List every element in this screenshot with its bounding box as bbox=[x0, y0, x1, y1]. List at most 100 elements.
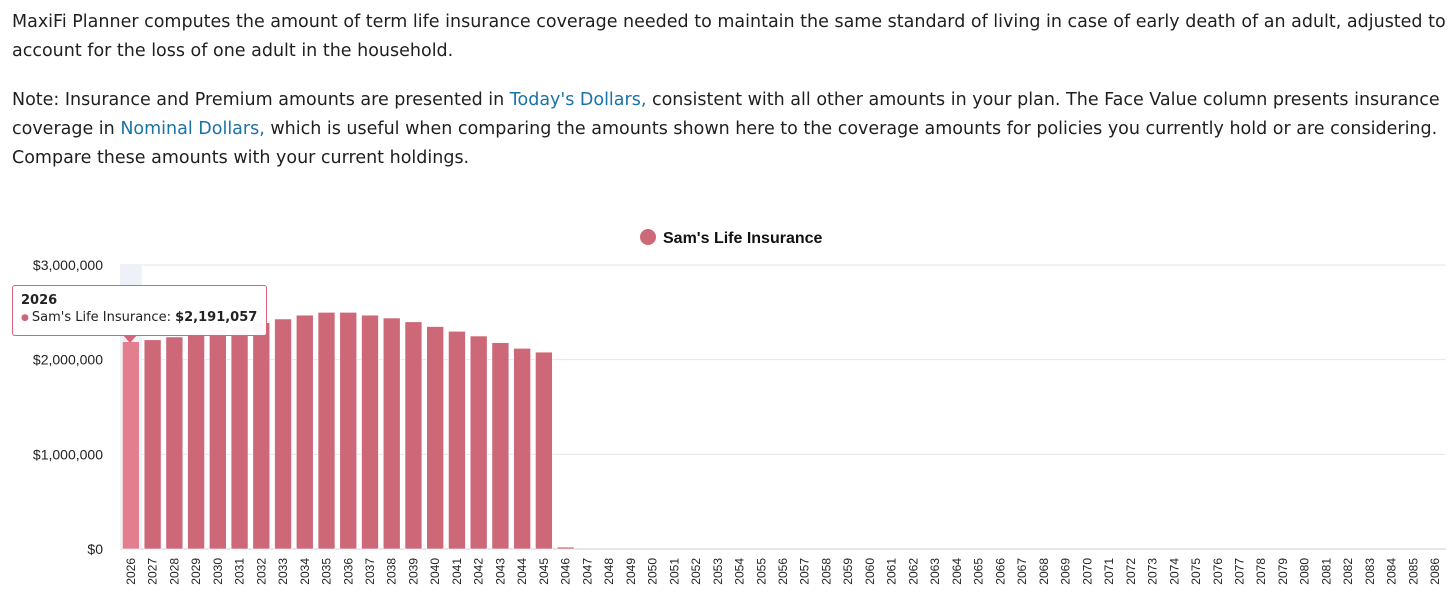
x-tick-label: 2080 bbox=[1298, 558, 1312, 585]
x-tick-label: 2053 bbox=[711, 558, 725, 585]
legend-label-sams-life-insurance[interactable]: Sam's Life Insurance bbox=[663, 230, 823, 247]
bar-2037[interactable] bbox=[361, 314, 379, 550]
x-tick-label: 2044 bbox=[515, 558, 529, 585]
bar-2027[interactable] bbox=[143, 339, 162, 550]
tooltip-year: 2026 bbox=[21, 293, 58, 308]
x-tick-label: 2067 bbox=[1015, 558, 1029, 585]
x-tick-label: 2064 bbox=[950, 558, 964, 585]
x-tick-label: 2040 bbox=[428, 558, 442, 585]
x-tick-label: 2035 bbox=[320, 558, 334, 585]
x-tick-label: 2068 bbox=[1037, 558, 1051, 585]
bar-2032[interactable] bbox=[252, 322, 271, 550]
nominal-dollars-link[interactable]: Nominal Dollars, bbox=[120, 119, 265, 139]
bar-2035[interactable] bbox=[317, 312, 336, 550]
x-tick-label: 2058 bbox=[819, 558, 833, 585]
y-tick-label: $2,000,000 bbox=[33, 352, 103, 368]
bar-2026[interactable] bbox=[122, 341, 140, 550]
bar-2043[interactable] bbox=[491, 342, 510, 550]
x-tick-label: 2066 bbox=[993, 558, 1007, 585]
x-tick-label: 2082 bbox=[1341, 558, 1355, 585]
bar-2044[interactable] bbox=[513, 348, 531, 550]
bar-2039[interactable] bbox=[404, 321, 423, 550]
x-tick-label: 2051 bbox=[667, 558, 681, 585]
tooltip-series-dot: ● bbox=[21, 312, 29, 323]
x-tick-label: 2031 bbox=[233, 558, 247, 585]
x-axis-ticks: 2026 2027 2028 2029 2030 2031 2032 2033 2034 2035… bbox=[124, 558, 1442, 585]
x-tick-label: 2041 bbox=[450, 558, 464, 585]
bar-2042[interactable] bbox=[469, 335, 488, 550]
x-tick-label: 2083 bbox=[1363, 558, 1377, 585]
x-tick-label: 2086 bbox=[1428, 558, 1442, 585]
x-tick-label: 2048 bbox=[602, 558, 616, 585]
tooltip-arrow bbox=[123, 335, 137, 343]
x-tick-label: 2027 bbox=[146, 558, 160, 585]
bar-2046[interactable] bbox=[556, 546, 575, 550]
x-tick-label: 2034 bbox=[298, 558, 312, 585]
x-tick-label: 2078 bbox=[1254, 558, 1268, 585]
bar-tooltip: 2026 ● Sam's Life Insurance: $2,191,057 bbox=[12, 285, 267, 336]
x-tick-label: 2079 bbox=[1276, 558, 1290, 585]
x-tick-label: 2069 bbox=[1059, 558, 1073, 585]
x-tick-label: 2042 bbox=[472, 558, 486, 585]
y-tick-label: $0 bbox=[87, 541, 103, 557]
x-tick-label: 2026 bbox=[124, 558, 138, 585]
bar-2045[interactable] bbox=[535, 351, 553, 550]
legend-swatch-sams-life-insurance[interactable] bbox=[640, 229, 656, 245]
bar-2031[interactable] bbox=[230, 326, 249, 550]
legend[interactable]: Sam's Life Insurance bbox=[640, 229, 823, 247]
bar-2030[interactable] bbox=[209, 329, 227, 550]
bar-2033[interactable] bbox=[274, 318, 292, 550]
x-tick-label: 2061 bbox=[885, 558, 899, 585]
note-part-1: Note: Insurance and Premium amounts are … bbox=[12, 90, 510, 110]
x-tick-label: 2032 bbox=[254, 558, 268, 585]
x-tick-label: 2047 bbox=[580, 558, 594, 585]
note-part-2: consistent with all other amounts in you… bbox=[12, 90, 1440, 139]
bar-2028[interactable] bbox=[165, 336, 184, 550]
bar-2041[interactable] bbox=[448, 330, 466, 550]
x-tick-label: 2085 bbox=[1406, 558, 1420, 585]
x-tick-label: 2063 bbox=[928, 558, 942, 585]
bar-2029[interactable] bbox=[187, 332, 205, 550]
x-tick-label: 2052 bbox=[689, 558, 703, 585]
x-tick-label: 2057 bbox=[798, 558, 812, 585]
x-tick-label: 2043 bbox=[493, 558, 507, 585]
x-tick-label: 2055 bbox=[754, 558, 768, 585]
y-tick-label: $3,000,000 bbox=[33, 257, 103, 273]
x-tick-label: 2054 bbox=[733, 558, 747, 585]
x-tick-label: 2076 bbox=[1211, 558, 1225, 585]
x-tick-label: 2029 bbox=[189, 558, 203, 585]
todays-dollars-link[interactable]: Today's Dollars, bbox=[509, 90, 647, 110]
y-tick-label: $1,000,000 bbox=[33, 446, 103, 462]
x-tick-label: 2062 bbox=[906, 558, 920, 585]
x-tick-label: 2065 bbox=[972, 558, 986, 585]
x-tick-label: 2028 bbox=[167, 558, 181, 585]
x-tick-label: 2059 bbox=[841, 558, 855, 585]
x-tick-label: 2036 bbox=[341, 558, 355, 585]
x-tick-label: 2050 bbox=[646, 558, 660, 585]
bar-2036[interactable] bbox=[339, 312, 358, 550]
x-tick-label: 2070 bbox=[1080, 558, 1094, 585]
x-tick-label: 2045 bbox=[537, 558, 551, 585]
x-tick-label: 2030 bbox=[211, 558, 225, 585]
x-tick-label: 2037 bbox=[363, 558, 377, 585]
x-tick-label: 2075 bbox=[1189, 558, 1203, 585]
y-axis-ticks: $0 $1,000,000 $2,000,000 $3,000,000 bbox=[33, 257, 103, 557]
x-tick-label: 2038 bbox=[385, 558, 399, 585]
bar-2040[interactable] bbox=[426, 326, 444, 550]
x-tick-label: 2049 bbox=[624, 558, 638, 585]
x-tick-label: 2056 bbox=[776, 558, 790, 585]
x-tick-label: 2033 bbox=[276, 558, 290, 585]
x-tick-label: 2084 bbox=[1385, 558, 1399, 585]
tooltip-value: $2,191,057 bbox=[175, 310, 258, 325]
life-insurance-chart: $0$1,000,000$2,000,000$3,000,000 2026 202… bbox=[33, 229, 1446, 585]
bar-2038[interactable] bbox=[382, 317, 401, 550]
x-tick-label: 2046 bbox=[559, 558, 573, 585]
x-tick-label: 2039 bbox=[406, 558, 420, 585]
x-tick-label: 2071 bbox=[1102, 558, 1116, 585]
x-tick-label: 2081 bbox=[1319, 558, 1333, 585]
intro-text: MaxiFi Planner computes the amount of te… bbox=[12, 12, 1446, 61]
x-tick-label: 2077 bbox=[1232, 558, 1246, 585]
bars bbox=[122, 312, 575, 550]
bar-2034[interactable] bbox=[295, 314, 314, 550]
x-tick-label: 2074 bbox=[1167, 558, 1181, 585]
